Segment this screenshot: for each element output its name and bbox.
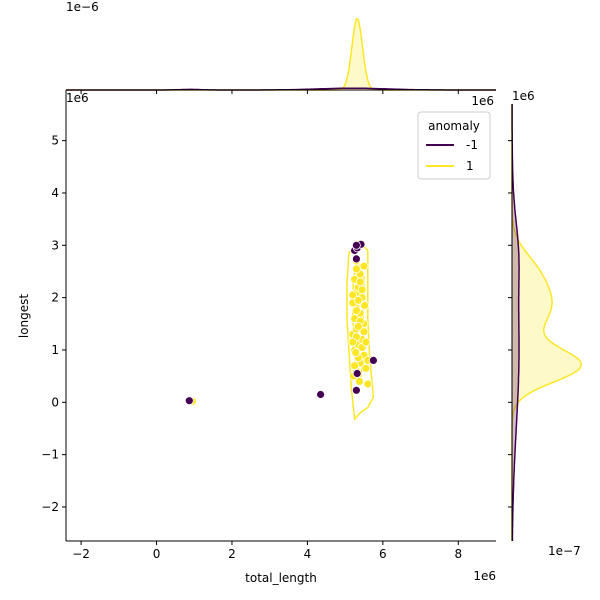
marginal-y-kde-anomaly-fill bbox=[512, 104, 520, 541]
y-tick-label: −2 bbox=[41, 500, 59, 514]
x-axis-ticks: −2 0 2 4 6 8 bbox=[72, 541, 462, 561]
marginal-y-top-offset-label: 1e6 bbox=[512, 89, 535, 103]
y-tick-label: 0 bbox=[51, 395, 59, 409]
scatter-point-normal bbox=[361, 363, 371, 373]
scatter-point-anomaly bbox=[316, 390, 326, 399]
x-tick-label: 0 bbox=[153, 547, 161, 561]
y-axis-ticks: −2 −1 0 1 2 3 4 5 bbox=[41, 134, 66, 514]
marginal-y-kde-anomaly-line bbox=[511, 104, 520, 541]
scatter-point-normal bbox=[348, 337, 358, 347]
scatter-point-normal bbox=[351, 306, 361, 316]
scatter-point-anomaly bbox=[184, 396, 194, 406]
scatter-point-normal bbox=[350, 361, 360, 371]
scatter-point-anomaly bbox=[352, 369, 362, 378]
x-tick-label: 4 bbox=[304, 547, 312, 561]
legend-label-normal: 1 bbox=[466, 159, 474, 173]
marginal-x-density: 1e−6 1e6 bbox=[66, 0, 496, 108]
y-tick-label: 3 bbox=[51, 238, 59, 252]
scatter-point-normal bbox=[359, 327, 369, 337]
scatter-point-anomaly bbox=[351, 240, 361, 250]
marginal-y-offset-label: 1e−7 bbox=[548, 544, 581, 558]
kde-contour-outer bbox=[346, 239, 375, 421]
x-tick-label: 8 bbox=[454, 547, 462, 561]
scatter-point-normal bbox=[353, 321, 363, 331]
scatter-point-anomaly bbox=[368, 355, 378, 365]
scatter-point-normal bbox=[360, 301, 370, 310]
scatter-point-normal bbox=[355, 277, 365, 287]
legend-label-anomaly: -1 bbox=[466, 138, 478, 152]
marginal-y-density: 1e6 1e−7 bbox=[508, 89, 582, 558]
legend: anomaly -1 1 bbox=[417, 111, 491, 180]
scatter-point-normal bbox=[361, 337, 371, 347]
x-tick-label: 2 bbox=[228, 547, 236, 561]
scatter-point-normal bbox=[348, 290, 358, 300]
marginal-x-kde-line bbox=[66, 17, 496, 91]
y-tick-label: 4 bbox=[51, 186, 59, 200]
scatter-points-layer bbox=[184, 239, 378, 406]
scatter-point-normal bbox=[363, 379, 373, 389]
y-axis-label: longest bbox=[17, 294, 31, 339]
marginal-y-kde-fill bbox=[512, 104, 582, 541]
scatter-point-normal bbox=[359, 261, 369, 271]
scatter-point-normal bbox=[355, 376, 364, 386]
scatter-point-anomaly bbox=[351, 254, 361, 264]
scatter-point-normal bbox=[351, 264, 361, 274]
y-tick-label: 5 bbox=[51, 134, 59, 148]
y-offset-label: 1e6 bbox=[66, 91, 89, 105]
y-tick-label: 2 bbox=[51, 291, 59, 305]
y-tick-label: 1 bbox=[51, 343, 59, 357]
scatter-point-normal bbox=[357, 285, 367, 295]
marginal-x-ticks bbox=[80, 90, 459, 94]
scatter-point-normal bbox=[351, 348, 361, 358]
marginal-x-kde-fill bbox=[66, 18, 496, 91]
scatter-point-anomaly bbox=[351, 385, 361, 395]
x-offset-label: 1e6 bbox=[473, 569, 496, 583]
legend-title: anomaly bbox=[428, 119, 480, 133]
x-axis-label: total_length bbox=[245, 571, 317, 585]
x-tick-label: 6 bbox=[379, 547, 387, 561]
marginal-x-offset-label: 1e−6 bbox=[66, 0, 99, 14]
x-tick-label: −2 bbox=[72, 547, 90, 561]
y-tick-label: −1 bbox=[41, 448, 59, 462]
scatter-point-normal bbox=[353, 295, 363, 305]
marginal-x-inner-offset-label: 1e6 bbox=[471, 94, 494, 108]
marginal-y-ticks bbox=[508, 140, 512, 508]
